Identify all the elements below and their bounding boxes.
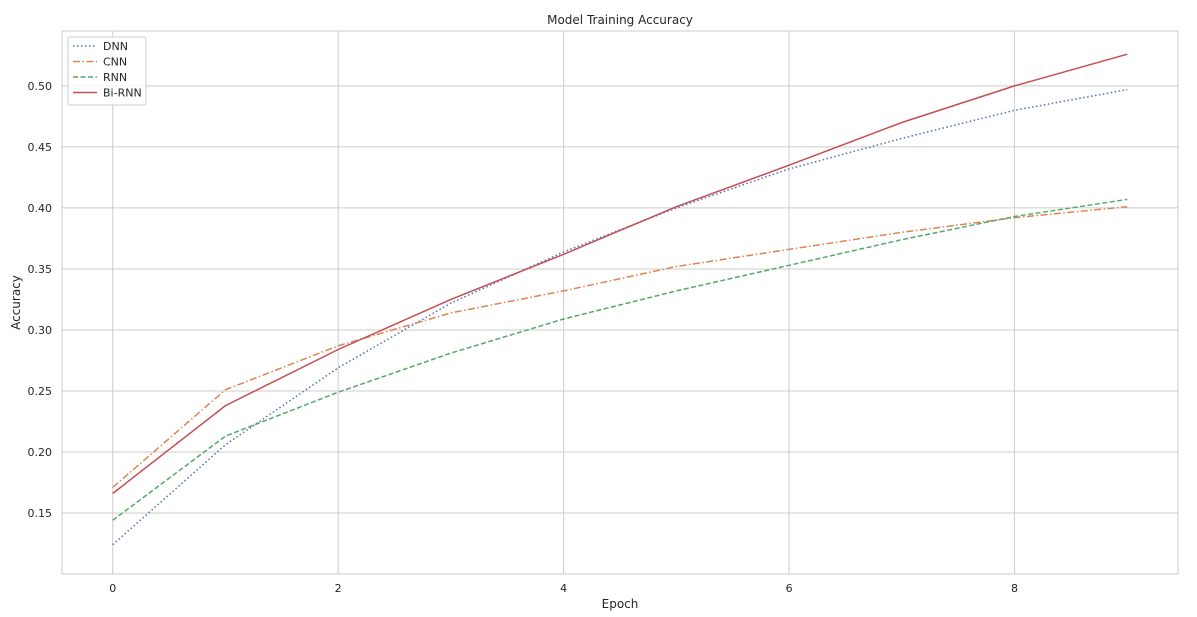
- series-line-rnn: [112, 198, 1128, 521]
- y-axis-label: Accuracy: [9, 275, 23, 330]
- y-tick-label: 0.35: [28, 263, 53, 276]
- legend-label: RNN: [103, 71, 127, 84]
- x-tick-label: 2: [335, 582, 342, 595]
- legend-box: [67, 36, 147, 106]
- y-tick-label: 0.45: [28, 141, 53, 154]
- series-line-cnn: [112, 205, 1128, 488]
- series-line-bi-rnn: [112, 53, 1128, 495]
- x-tick-label: 8: [1011, 582, 1018, 595]
- y-tick-label: 0.25: [28, 385, 53, 398]
- x-axis-label: Epoch: [602, 597, 639, 611]
- y-tick-label: 0.40: [28, 202, 53, 215]
- legend: DNN CNN RNN Bi-RNN: [67, 36, 147, 106]
- x-tick-label: 0: [109, 582, 116, 595]
- x-tick-label: 6: [786, 582, 793, 595]
- grid: [62, 31, 1178, 574]
- y-tick-label: 0.50: [28, 80, 53, 93]
- legend-label: Bi-RNN: [103, 87, 142, 100]
- plot-frame: [61, 30, 1179, 575]
- y-tick-label: 0.15: [28, 507, 53, 520]
- legend-label: DNN: [103, 40, 128, 53]
- series-lines: [112, 53, 1128, 546]
- chart-title: Model Training Accuracy: [547, 13, 693, 27]
- tick-labels: 0 2 4 6 8 0.15 0.20 0.25 0.30 0.35 0.40 0.45 0.50: [28, 80, 1019, 595]
- y-tick-label: 0.30: [28, 324, 53, 337]
- y-tick-label: 0.20: [28, 446, 53, 459]
- x-tick-label: 4: [560, 582, 567, 595]
- legend-label: CNN: [103, 56, 127, 69]
